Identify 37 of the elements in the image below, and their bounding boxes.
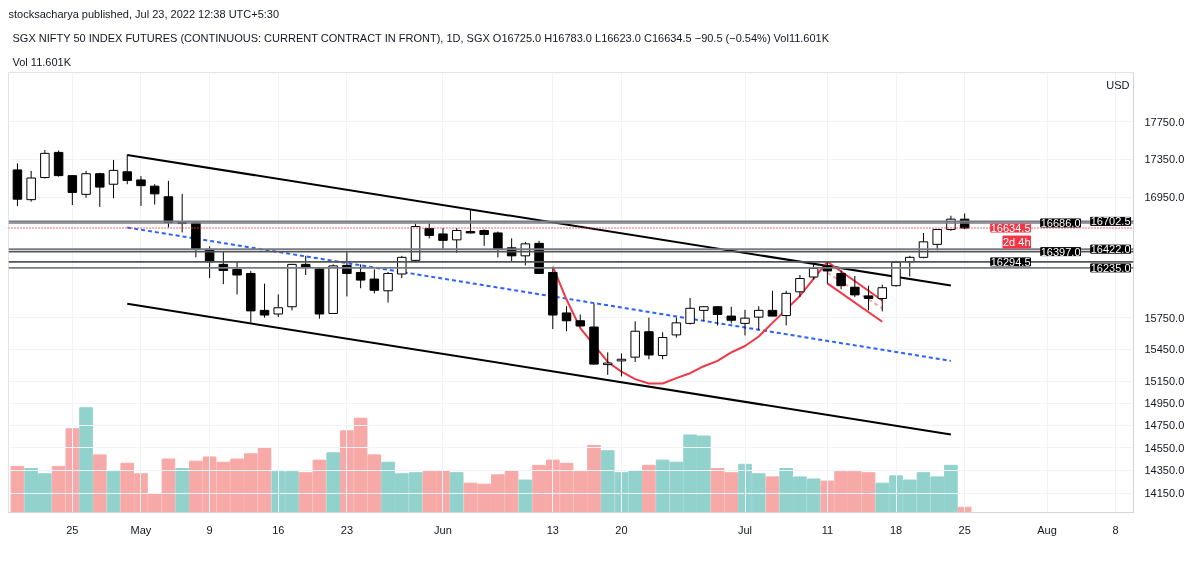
y-tick-label: 15750.0 <box>1144 311 1185 324</box>
x-tick-label: 23 <box>340 523 354 536</box>
y-tick-label: 17750.0 <box>1144 115 1185 128</box>
chart-title: SGX NIFTY 50 INDEX FUTURES (CONTINUOUS: CURRENT CONTRACT IN FRONT), 1D, SGX O16725.0 H16783.0 L16623.0 C16634.5 −90.5 (−0.54%) Vol11.601K <box>12 31 830 44</box>
annotation: 2d 4h <box>1002 236 1031 249</box>
ref-line-label: 16235.0 <box>1090 261 1131 274</box>
x-tick-label: 9 <box>206 523 213 536</box>
y-tick-label: 14550.0 <box>1144 441 1185 454</box>
y-tick-label: 14150.0 <box>1144 487 1185 500</box>
ref-line-label: 16634.5 <box>990 222 1031 235</box>
x-tick-label: 20 <box>615 523 628 536</box>
ref-line-label: 16686.0 <box>1040 216 1081 229</box>
x-tick-label: 25 <box>66 523 79 536</box>
x-tick-label: May <box>130 523 152 536</box>
ref-line-label: 16702.5 <box>1090 215 1131 228</box>
y-tick-label: 16950.0 <box>1144 191 1185 204</box>
annotation: USD <box>1106 78 1130 91</box>
chart-subtitle: Vol 11.601K <box>12 55 72 68</box>
x-tick-label: Aug <box>1037 523 1057 536</box>
x-tick-label: 16 <box>272 523 285 536</box>
text: stocksacharya published, Jul 23, 2022 12:38 UTC+5:30 <box>8 7 280 20</box>
y-tick-label: 17350.0 <box>1144 153 1185 165</box>
y-tick-label: 14950.0 <box>1144 397 1185 410</box>
x-tick-label: Jun <box>434 523 452 536</box>
y-tick-label: 14350.0 <box>1144 464 1185 477</box>
x-tick-label: 8 <box>1112 523 1119 536</box>
ref-line-label: 16397.0 <box>1040 245 1081 258</box>
x-tick-label: 18 <box>889 523 903 536</box>
ref-line-label: 16294.5 <box>990 255 1031 268</box>
x-tick-label: 11 <box>821 523 834 536</box>
y-tick-label: 15450.0 <box>1144 343 1185 356</box>
ref-line-label: 16422.0 <box>1090 243 1131 256</box>
x-tick-label: 13 <box>546 523 559 536</box>
x-tick-label: 25 <box>958 523 971 536</box>
y-tick-label: 15150.0 <box>1144 375 1185 388</box>
x-tick-label: Jul <box>737 523 753 536</box>
y-tick-label: 14750.0 <box>1144 419 1185 432</box>
